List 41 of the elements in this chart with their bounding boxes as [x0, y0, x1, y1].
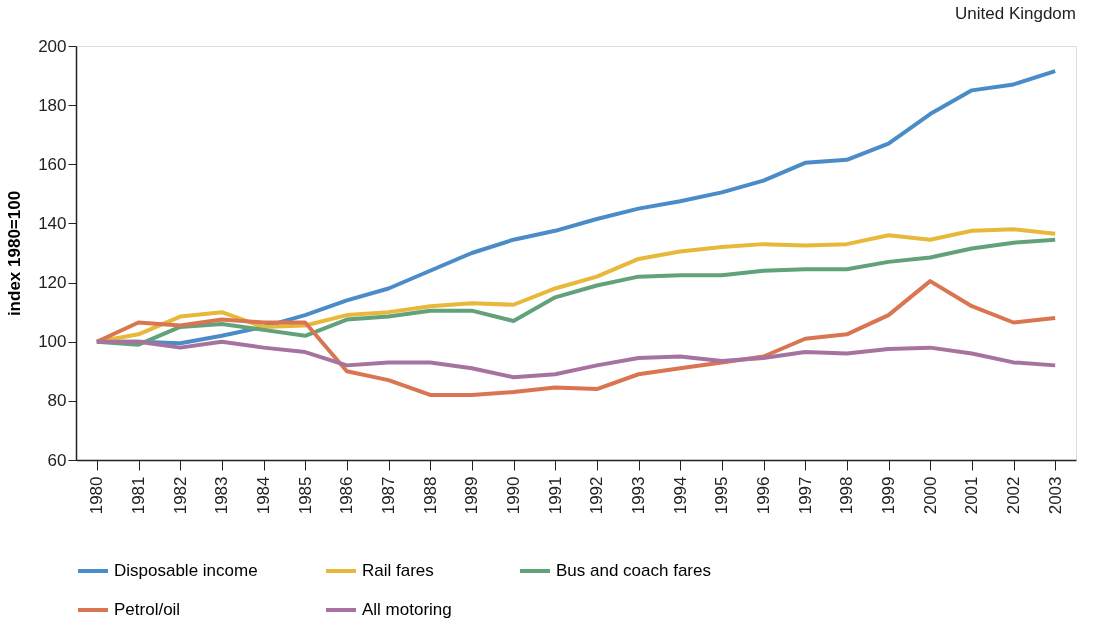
x-tick-label: 1980 — [87, 476, 107, 515]
x-tick-label: 1993 — [629, 476, 648, 515]
x-tick-label: 1998 — [837, 476, 857, 515]
x-tick-label: 1990 — [504, 476, 523, 515]
x-tick-label: 1985 — [295, 476, 315, 515]
y-tick-label: 120 — [38, 273, 67, 293]
x-tick-label: 2001 — [962, 476, 982, 515]
y-tick-label: 180 — [38, 95, 67, 115]
x-tick-label: 1981 — [129, 476, 148, 515]
legend-label: Rail fares — [362, 561, 434, 580]
x-tick-label: 1992 — [587, 476, 607, 515]
y-tick-label: 60 — [47, 450, 67, 470]
legend-label: Bus and coach fares — [556, 561, 711, 580]
x-tick-label: 2002 — [1004, 476, 1023, 515]
y-tick-label: 140 — [38, 213, 67, 233]
legend-label: Disposable income — [114, 561, 258, 580]
x-tick-label: 1983 — [212, 476, 232, 515]
y-tick-label: 160 — [38, 154, 67, 174]
legend-label: Petrol/oil — [114, 600, 181, 619]
x-tick-label: 1987 — [379, 476, 398, 515]
y-tick-label: 200 — [38, 36, 67, 56]
x-tick-label: 1991 — [545, 476, 565, 515]
x-tick-label: 1986 — [337, 476, 357, 515]
x-tick-label: 1997 — [795, 476, 815, 515]
y-tick-label: 80 — [47, 391, 67, 411]
x-tick-label: 1982 — [170, 476, 190, 515]
line-series — [94, 279, 1058, 397]
text: United Kingdom — [955, 4, 1076, 23]
x-tick-label: 1984 — [254, 476, 273, 515]
x-tick-label: 2003 — [1045, 476, 1065, 515]
x-tick-label: 1994 — [670, 476, 690, 515]
line-series — [94, 339, 1058, 380]
y-axis-title: index 1980=100 — [5, 190, 25, 317]
x-tick-label: 1999 — [879, 476, 898, 515]
x-tick-label: 1988 — [420, 476, 440, 515]
y-tick-label: 100 — [38, 332, 67, 352]
x-tick-label: 1989 — [462, 476, 482, 515]
x-tick-label: 2000 — [920, 476, 940, 515]
x-tick-label: 1996 — [754, 476, 773, 515]
legend-label: All motoring — [362, 600, 452, 619]
x-tick-label: 1995 — [712, 476, 732, 515]
